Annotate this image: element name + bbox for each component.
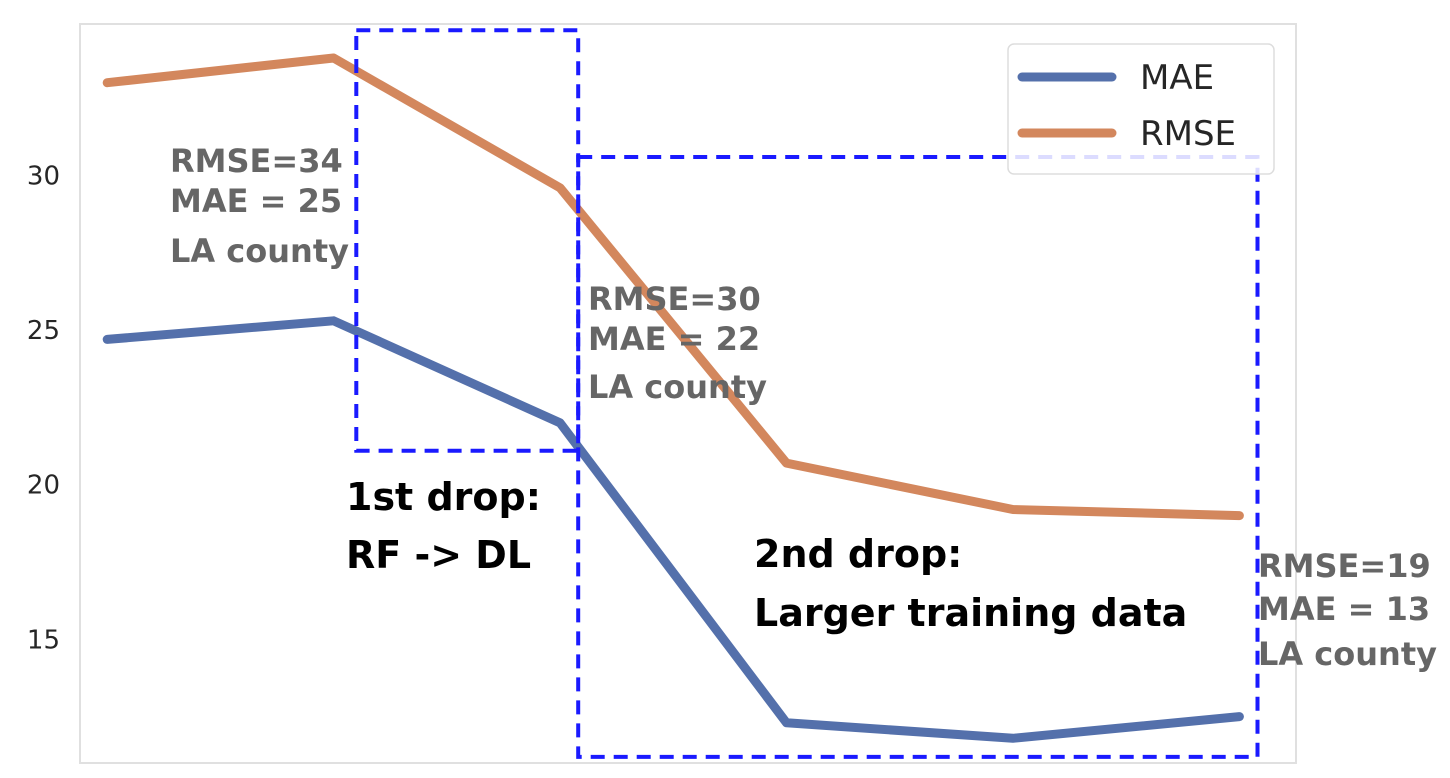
series-lines bbox=[102, 53, 1244, 743]
legend-label-mae: MAE bbox=[1140, 58, 1214, 98]
svg-text:MAE = 25: MAE = 25 bbox=[170, 182, 342, 220]
y-tick-label: 25 bbox=[27, 316, 60, 346]
series-line-rmse bbox=[102, 53, 1244, 521]
svg-text:LA county: LA county bbox=[588, 368, 767, 406]
annotation-la-county-rf: RMSE=34 MAE = 25 LA county bbox=[170, 142, 349, 270]
annotation-second-drop: 2nd drop: Larger training data bbox=[754, 532, 1187, 635]
annotation-first-drop: 1st drop: RF -> DL bbox=[346, 475, 541, 577]
annotation-line: LA county bbox=[1258, 635, 1437, 673]
svg-text:Larger training data: Larger training data bbox=[754, 591, 1187, 635]
svg-text:RMSE=19: RMSE=19 bbox=[1258, 547, 1431, 585]
svg-text:LA county: LA county bbox=[170, 232, 349, 270]
annotation-line: 2nd drop: bbox=[754, 532, 962, 576]
annotation-line: RMSE=19 bbox=[1258, 547, 1431, 585]
y-tick-label: 20 bbox=[27, 471, 60, 501]
series-line-mae bbox=[102, 316, 1244, 743]
y-tick-label: 15 bbox=[27, 625, 60, 655]
svg-text:1st drop:: 1st drop: bbox=[346, 475, 541, 519]
svg-text:RMSE=34: RMSE=34 bbox=[170, 142, 343, 180]
y-tick-label: 30 bbox=[27, 162, 60, 192]
svg-text:LA county: LA county bbox=[1258, 635, 1437, 673]
annotation-line: MAE = 25 bbox=[170, 182, 342, 220]
annotation-la-county-dl: RMSE=30 MAE = 22 LA county bbox=[588, 280, 767, 406]
annotation-la-county-final: RMSE=19 MAE = 13 LA county bbox=[1258, 547, 1437, 673]
svg-text:MAE = 13: MAE = 13 bbox=[1258, 590, 1430, 628]
plot-frame bbox=[79, 23, 1297, 764]
second-drop-box-rect bbox=[576, 155, 1260, 759]
annotation-line: LA county bbox=[170, 232, 349, 270]
svg-text:RMSE: RMSE bbox=[1140, 114, 1236, 154]
svg-text:MAE: MAE bbox=[1140, 58, 1214, 98]
annotation-line: RF -> DL bbox=[346, 533, 531, 577]
svg-text:2nd drop:: 2nd drop: bbox=[754, 532, 962, 576]
annotation-line: RMSE=30 bbox=[588, 280, 761, 318]
y-axis-ticks: 15 20 25 30 bbox=[27, 162, 60, 656]
annotation-line: Larger training data bbox=[754, 591, 1187, 635]
annotation-line: RMSE=34 bbox=[170, 142, 343, 180]
second-drop-box bbox=[576, 155, 1260, 759]
svg-text:RF -> DL: RF -> DL bbox=[346, 533, 531, 577]
annotation-line: 1st drop: bbox=[346, 475, 541, 519]
legend-label-rmse: RMSE bbox=[1140, 114, 1236, 154]
annotation-line: LA county bbox=[588, 368, 767, 406]
svg-text:MAE = 22: MAE = 22 bbox=[588, 320, 760, 358]
svg-text:RMSE=30: RMSE=30 bbox=[588, 280, 761, 318]
annotation-line: MAE = 22 bbox=[588, 320, 760, 358]
legend: MAE RMSE bbox=[1007, 43, 1275, 175]
annotation-line: MAE = 13 bbox=[1258, 590, 1430, 628]
